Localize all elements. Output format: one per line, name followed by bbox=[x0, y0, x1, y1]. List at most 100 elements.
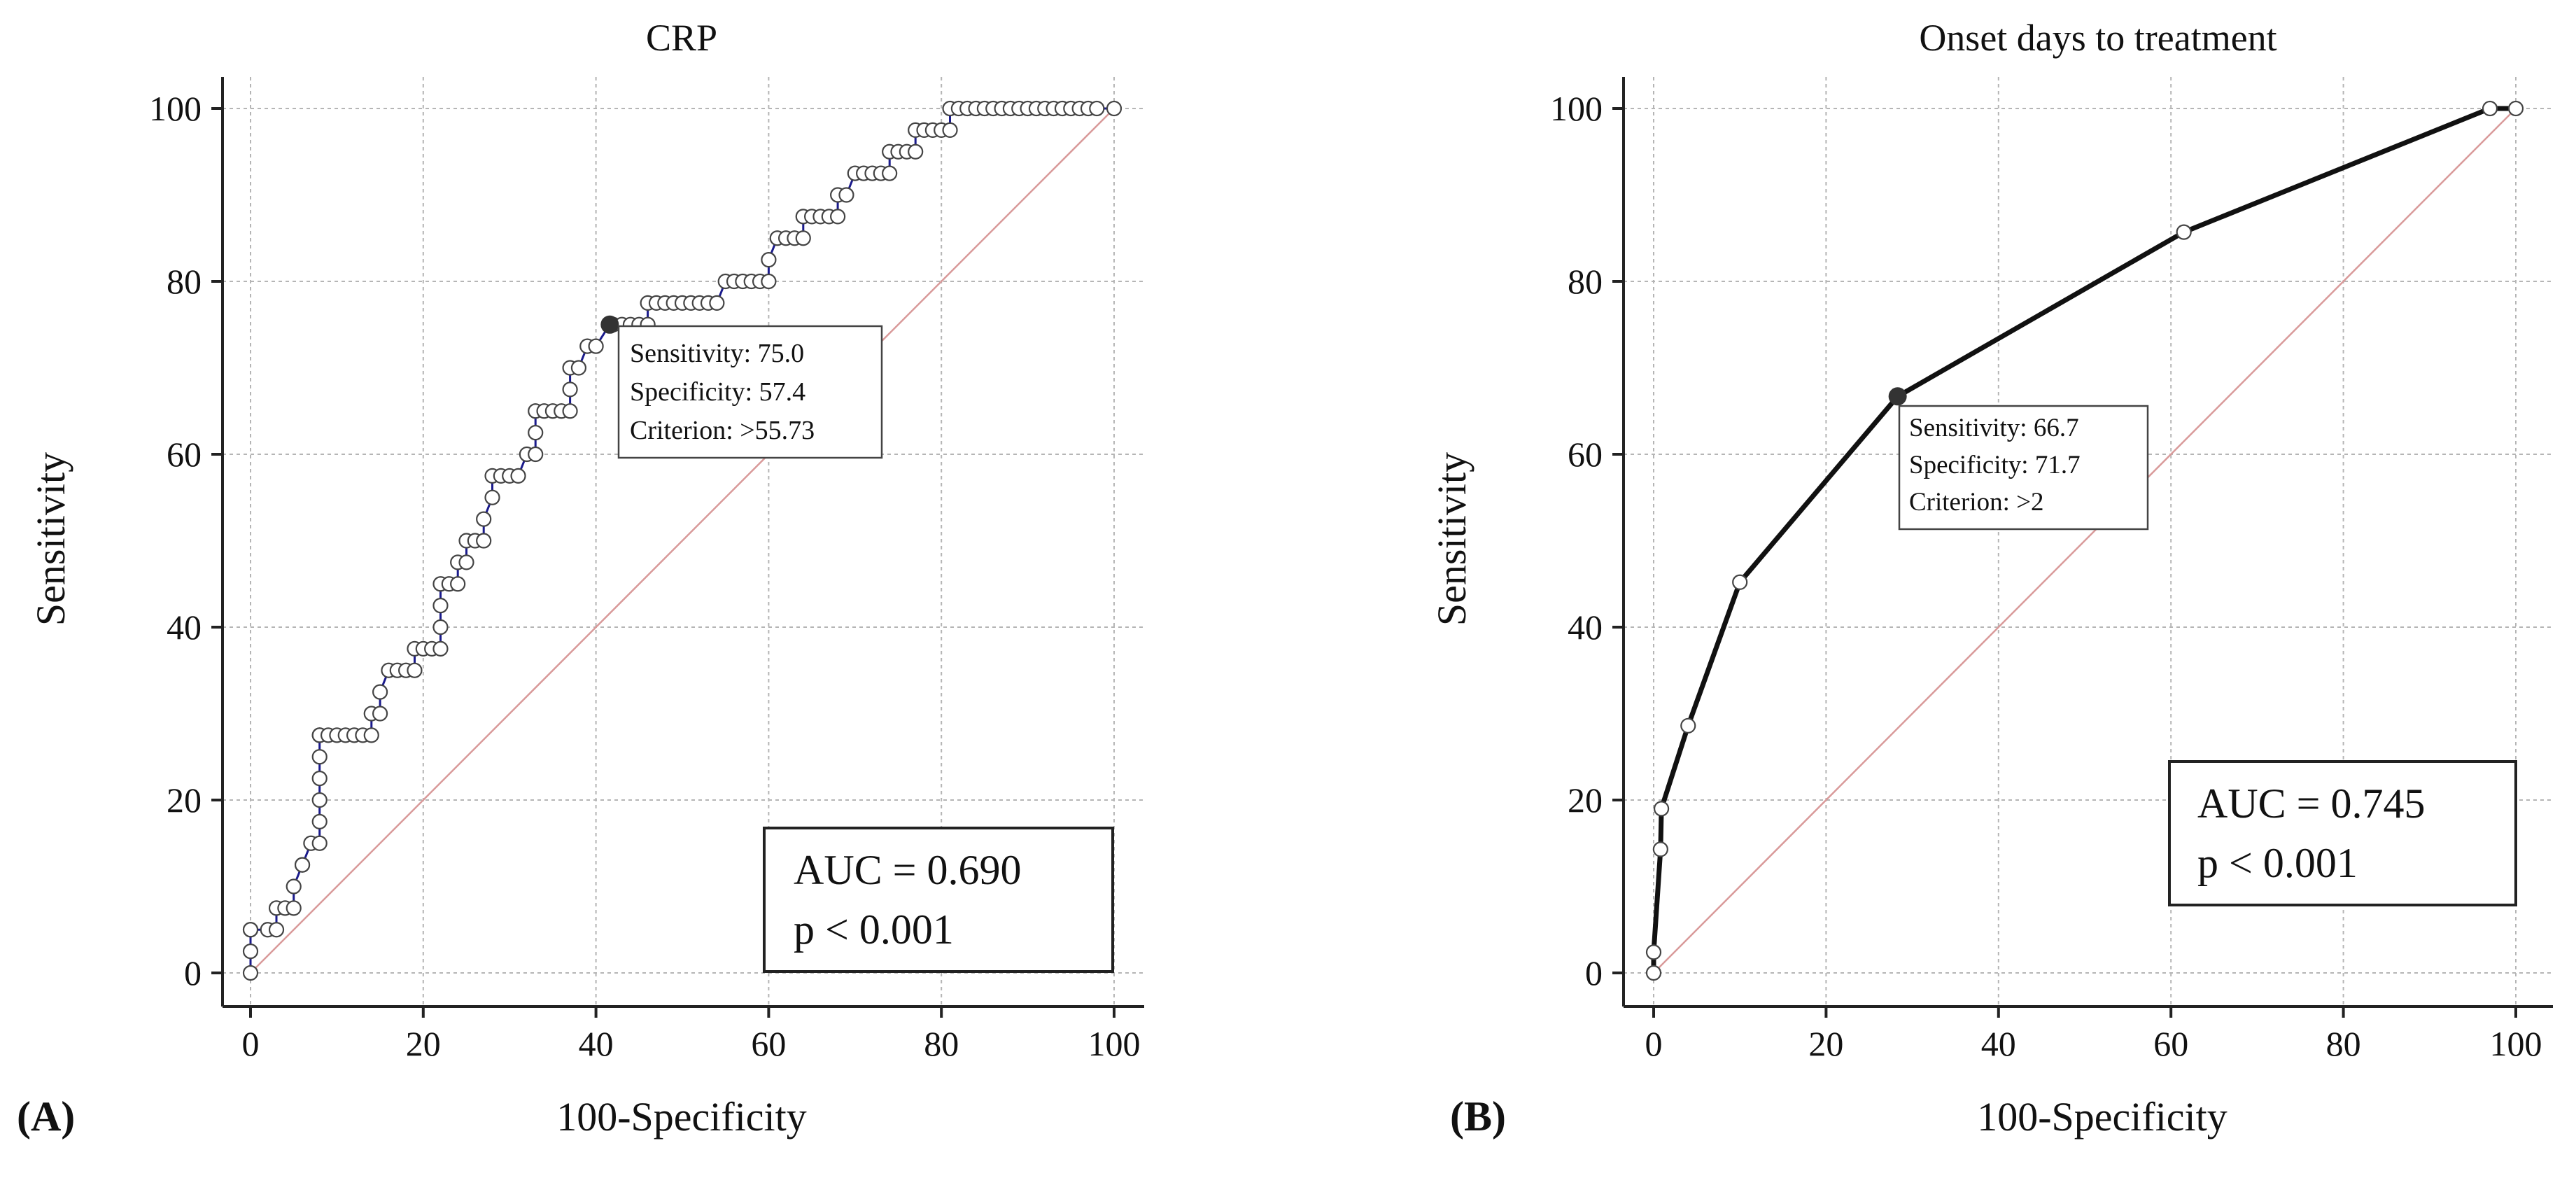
panel-b-xtick-label-60: 60 bbox=[2153, 1024, 2188, 1063]
panel-b-roc-onset-days: Onset days to treatment 0 20 40 60 80 100 0 20 4… bbox=[1429, 17, 2553, 1140]
panel-a-xtick-label-20: 20 bbox=[406, 1024, 441, 1063]
panel-a-roc-point bbox=[830, 209, 846, 225]
panel-a-roc-point bbox=[838, 187, 854, 203]
panel-a-roc-point bbox=[372, 706, 388, 722]
panel-b-auc-value: AUC = 0.745 bbox=[2197, 780, 2426, 827]
panel-b-roc-line bbox=[1651, 106, 2516, 973]
panel-a-roc-crp: CRP 0 20 40 60 80 100 0 20 40 60 80 100 100-Specifi… bbox=[17, 17, 1144, 1140]
panel-a-ytick-label-40: 40 bbox=[167, 608, 202, 647]
panel-a-xtick-label-80: 80 bbox=[924, 1024, 959, 1063]
panel-a-roc-points bbox=[242, 100, 1122, 981]
panel-a-roc-point bbox=[432, 619, 449, 636]
panel-a-roc-point bbox=[286, 900, 302, 916]
panel-a-ticks: 0 20 40 60 80 100 0 20 40 60 80 100 bbox=[149, 89, 1141, 1063]
panel-a-roc-point bbox=[242, 965, 259, 981]
panel-a-optimal-annotation: Sensitivity: 75.0 Specificity: 57.4 Crit… bbox=[617, 325, 883, 459]
panel-b-roc-point bbox=[2507, 100, 2524, 117]
panel-b-roc-curve bbox=[1651, 106, 2516, 973]
panel-a-annotation-specificity: Specificity: 57.4 bbox=[630, 377, 805, 407]
panel-a-roc-point bbox=[476, 533, 492, 549]
panel-a-roc-point bbox=[484, 489, 500, 505]
panel-b-ytick-label-0: 0 bbox=[1585, 953, 1603, 993]
panel-b-roc-point bbox=[1653, 801, 1670, 817]
panel-a-roc-point bbox=[311, 792, 328, 808]
panel-b-annotation-criterion: Criterion: >2 bbox=[1909, 488, 2043, 517]
panel-a-roc-point bbox=[311, 771, 328, 787]
panel-a-annotation-criterion: Criterion: >55.73 bbox=[630, 416, 815, 445]
panel-b-roc-point bbox=[1645, 944, 1662, 960]
panel-a-auc-value: AUC = 0.690 bbox=[794, 847, 1022, 893]
panel-b-title: Onset days to treatment bbox=[1919, 17, 2276, 59]
panel-a-roc-point bbox=[528, 425, 544, 441]
panel-a-roc-point bbox=[588, 338, 604, 354]
panel-b-p-value: p < 0.001 bbox=[2197, 840, 2358, 886]
panel-a-annotation-box bbox=[617, 325, 883, 459]
panel-a-roc-point bbox=[795, 230, 811, 246]
panel-a-roc-point bbox=[1106, 100, 1122, 117]
panel-a-label: (A) bbox=[17, 1093, 75, 1140]
panel-a-roc-point bbox=[476, 511, 492, 527]
panel-a-roc-point bbox=[761, 273, 777, 290]
panel-a-x-axis-label: 100-Specificity bbox=[556, 1094, 807, 1140]
panel-a-roc-point bbox=[268, 922, 285, 938]
panel-a-roc-point bbox=[432, 598, 449, 614]
panel-a-ytick-label-80: 80 bbox=[167, 262, 202, 301]
panel-a-roc-point bbox=[570, 360, 587, 376]
panel-a-xtick-label-100: 100 bbox=[1088, 1024, 1141, 1063]
panel-a-optimal-point bbox=[600, 315, 619, 334]
panel-b-ticks: 0 20 40 60 80 100 0 20 40 60 80 100 bbox=[1550, 89, 2542, 1063]
panel-b-roc-point bbox=[2482, 100, 2498, 117]
panel-b-label: (B) bbox=[1450, 1093, 1506, 1140]
panel-b-annotation-sensitivity: Sensitivity: 66.7 bbox=[1909, 414, 2079, 442]
panel-a-grid bbox=[223, 77, 1144, 1007]
panel-b-auc-frame bbox=[2168, 760, 2517, 906]
panel-a-roc-point bbox=[311, 749, 328, 765]
panel-a-roc-point bbox=[562, 381, 578, 398]
panel-a-reference-diagonal bbox=[250, 108, 1115, 974]
panel-b-x-axis-label: 100-Specificity bbox=[1977, 1094, 2227, 1140]
panel-a-roc-point bbox=[1089, 100, 1105, 117]
panel-b-optimal-point bbox=[1888, 387, 1907, 406]
panel-b-ytick-label-40: 40 bbox=[1568, 608, 1603, 647]
panel-a-y-axis-label: Sensitivity bbox=[28, 452, 73, 626]
panel-a-roc-point bbox=[882, 165, 898, 181]
panel-b-roc-point bbox=[2176, 224, 2192, 240]
panel-b-ytick-label-100: 100 bbox=[1550, 89, 1603, 128]
panel-b-xtick-label-100: 100 bbox=[2490, 1024, 2542, 1063]
panel-a-ytick-label-100: 100 bbox=[149, 89, 202, 128]
panel-b-roc-point bbox=[1732, 574, 1748, 590]
panel-a-auc-frame bbox=[763, 827, 1114, 973]
panel-b-grid bbox=[1624, 77, 2553, 1007]
panel-a-roc-point bbox=[242, 944, 259, 960]
panel-a-roc-point bbox=[942, 122, 958, 138]
panel-b-roc-point bbox=[1645, 965, 1662, 981]
panel-b-roc-points bbox=[1645, 100, 2524, 981]
panel-a-roc-point bbox=[311, 813, 328, 829]
panel-a-roc-point bbox=[372, 684, 388, 700]
panel-a-roc-point bbox=[761, 252, 777, 268]
panel-b-auc-box: AUC = 0.745 p < 0.001 bbox=[2168, 760, 2517, 906]
panel-a-roc-point bbox=[407, 662, 423, 678]
panel-b-ytick-label-60: 60 bbox=[1568, 435, 1603, 474]
panel-b-optimal-annotation: Sensitivity: 66.7 Specificity: 71.7 Crit… bbox=[1898, 405, 2149, 531]
panel-b-xtick-label-40: 40 bbox=[1981, 1024, 2016, 1063]
panel-a-roc-point bbox=[242, 922, 259, 938]
panel-a-roc-point bbox=[450, 576, 466, 592]
panel-b-y-axis-label: Sensitivity bbox=[1429, 452, 1474, 626]
panel-a-ytick-label-60: 60 bbox=[167, 435, 202, 474]
panel-b-roc-point bbox=[1652, 841, 1668, 857]
panel-a-roc-point bbox=[510, 468, 526, 484]
panel-b-annotation-box bbox=[1898, 405, 2149, 531]
panel-a-roc-point bbox=[562, 403, 578, 419]
panel-b-annotation-specificity: Specificity: 71.7 bbox=[1909, 451, 2081, 479]
panel-a-roc-point bbox=[432, 640, 449, 657]
panel-a-ytick-label-0: 0 bbox=[184, 953, 202, 993]
panel-b-ytick-label-20: 20 bbox=[1568, 780, 1603, 820]
panel-a-annotation-sensitivity: Sensitivity: 75.0 bbox=[630, 339, 804, 368]
panel-a-roc-point bbox=[908, 143, 924, 160]
panel-b-xtick-label-20: 20 bbox=[1808, 1024, 1843, 1063]
panel-b-xtick-label-80: 80 bbox=[2326, 1024, 2361, 1063]
panel-a-xtick-label-40: 40 bbox=[579, 1024, 614, 1063]
panel-a-p-value: p < 0.001 bbox=[794, 906, 954, 953]
